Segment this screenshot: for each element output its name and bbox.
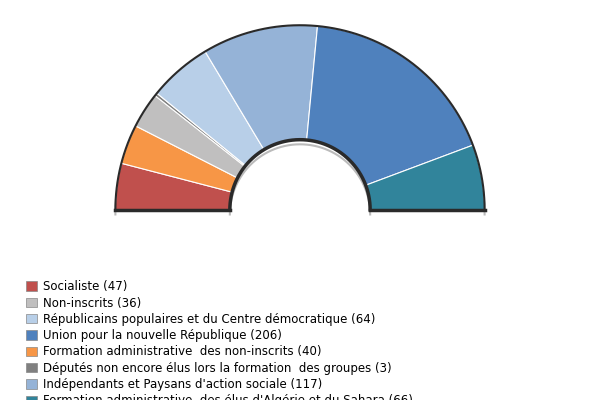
Wedge shape — [157, 52, 264, 166]
Wedge shape — [115, 163, 232, 210]
Wedge shape — [121, 126, 238, 192]
Wedge shape — [155, 93, 245, 166]
Legend: Socialiste (47), Non-inscrits (36), Républicains populaires et du Centre démocra: Socialiste (47), Non-inscrits (36), Répu… — [24, 278, 415, 400]
Wedge shape — [307, 26, 473, 185]
Wedge shape — [366, 145, 485, 210]
Wedge shape — [136, 96, 245, 178]
Wedge shape — [205, 25, 317, 150]
